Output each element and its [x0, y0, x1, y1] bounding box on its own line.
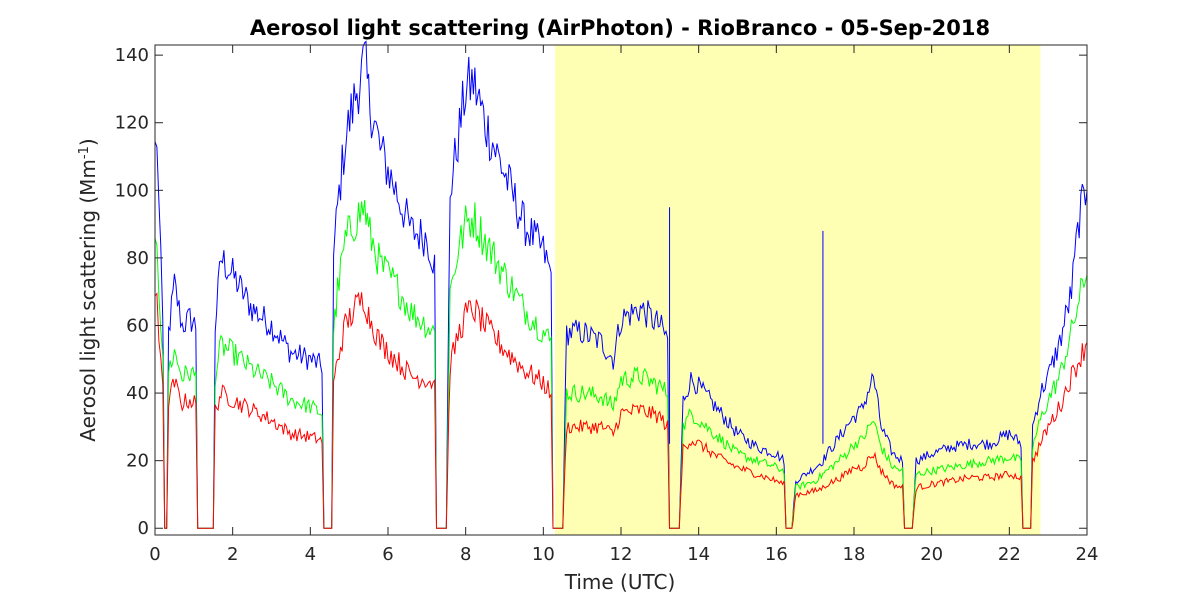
y-axis-label-close: )	[76, 138, 100, 146]
chart-title: Aerosol light scattering (AirPhoton) - R…	[250, 16, 990, 40]
x-tick-label: 16	[765, 544, 788, 565]
x-tick-label: 20	[920, 544, 943, 565]
y-axis-label: Aerosol light scattering (Mm-1)	[76, 138, 100, 441]
y-tick-label: 100	[115, 180, 149, 201]
x-tick-label: 18	[843, 544, 866, 565]
y-axis-label-main: Aerosol light scattering (Mm	[76, 159, 100, 442]
x-axis: 0 2 4 6 8 10 12 14 16 18 20 22 24	[149, 45, 1098, 565]
series-line-2	[154, 199, 1088, 529]
y-axis: 0 20 40 60 80 100 120 140	[115, 45, 1087, 539]
y-tick-label: 140	[115, 45, 149, 66]
y-tick-label: 0	[138, 518, 149, 539]
x-axis-label: Time (UTC)	[564, 570, 676, 594]
y-axis-label-sup: -1	[77, 146, 92, 159]
x-tick-label: 0	[149, 544, 160, 565]
x-tick-label: 12	[610, 544, 633, 565]
series-line-1	[154, 40, 1088, 529]
x-tick-label: 10	[532, 544, 555, 565]
y-tick-label: 80	[126, 248, 149, 269]
y-tick-label: 120	[115, 113, 149, 134]
x-tick-label: 4	[305, 544, 316, 565]
x-tick-label: 8	[460, 544, 471, 565]
series-line-3	[154, 291, 1088, 529]
x-tick-label: 24	[1076, 544, 1099, 565]
plot-area	[154, 40, 1088, 536]
daytime-highlight-span	[554, 45, 1041, 535]
y-tick-label: 20	[126, 451, 149, 472]
y-tick-label: 60	[126, 315, 149, 336]
series-layer	[154, 40, 1088, 529]
x-tick-label: 2	[227, 544, 238, 565]
x-tick-label: 6	[382, 544, 393, 565]
x-tick-label: 22	[998, 544, 1021, 565]
y-tick-label: 40	[126, 383, 149, 404]
x-tick-label: 14	[687, 544, 710, 565]
